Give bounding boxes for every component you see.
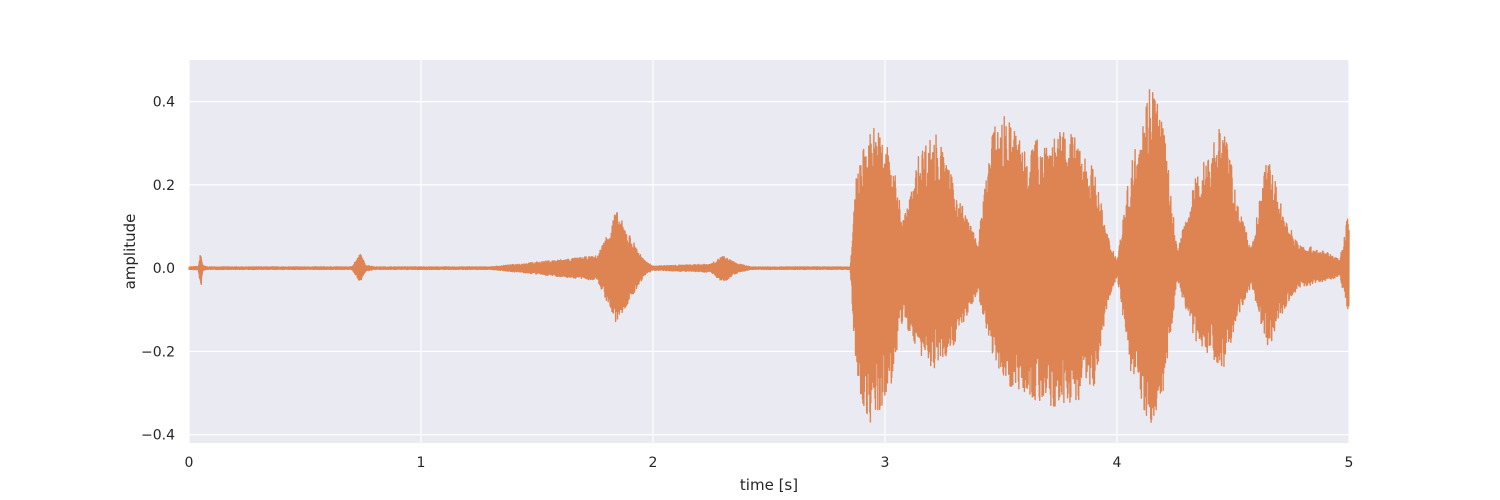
x-tick-label: 3 bbox=[881, 455, 890, 471]
x-axis-label: time [s] bbox=[740, 476, 798, 494]
y-tick-label: 0.4 bbox=[153, 95, 175, 111]
y-tick-label: 0.0 bbox=[153, 261, 175, 277]
y-axis-label: amplitude bbox=[121, 214, 139, 290]
x-tick-label: 4 bbox=[1113, 455, 1122, 471]
waveform-series-line bbox=[188, 89, 1350, 423]
x-tick-label: 1 bbox=[417, 455, 426, 471]
x-tick-label: 5 bbox=[1345, 455, 1354, 471]
y-tick-label: −0.2 bbox=[141, 344, 175, 360]
x-tick-label: 2 bbox=[649, 455, 658, 471]
y-tick-label: −0.4 bbox=[141, 428, 175, 444]
x-tick-label: 0 bbox=[185, 455, 194, 471]
y-tick-label: 0.2 bbox=[153, 178, 175, 194]
axis-ticks: 0 1 2 3 4 5 −0.4 −0.2 0.0 0.2 0.4 bbox=[141, 95, 1353, 471]
